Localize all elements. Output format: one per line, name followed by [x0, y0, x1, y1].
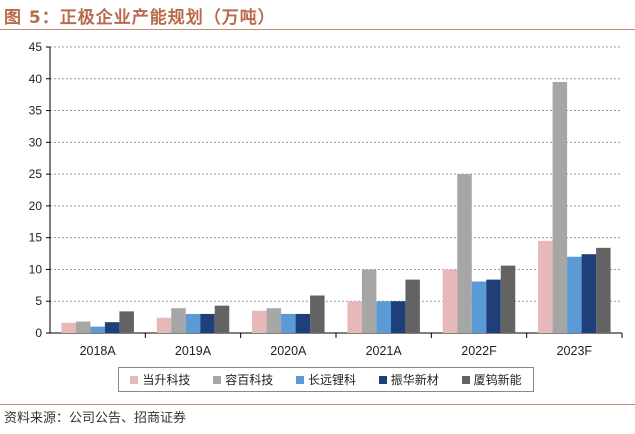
bar-振华新材-2022F	[486, 279, 501, 333]
legend-item: 厦钨新能	[461, 371, 522, 388]
legend-label: 长远锂科	[307, 373, 356, 387]
legend-item: 振华新材	[378, 371, 439, 388]
bar-长远锂科-2023F	[567, 256, 582, 333]
legend-label: 当升科技	[142, 373, 191, 387]
x-tick-label: 2023F	[557, 344, 593, 358]
bar-容百科技-2023F	[552, 81, 568, 333]
legend: 当升科技 容百科技 长远锂科 振华新材 厦钨新能	[118, 367, 534, 392]
bar-容百科技-2020A	[266, 308, 282, 333]
bar-厦钨新能-2018A	[119, 311, 134, 333]
bar-当升科技-2019A	[156, 317, 172, 333]
bar-容百科技-2021A	[361, 269, 377, 333]
bar-振华新材-2018A	[104, 322, 120, 333]
legend-label: 厦钨新能	[473, 373, 522, 387]
bar-当升科技-2022F	[442, 269, 458, 333]
y-tick-label: 0	[35, 326, 42, 340]
bar-容百科技-2018A	[75, 321, 91, 333]
legend-swatch	[461, 375, 470, 384]
legend-label: 容百科技	[225, 373, 274, 387]
x-tick-label: 2020A	[270, 344, 307, 358]
bar-当升科技-2020A	[252, 310, 267, 333]
y-tick-label: 20	[29, 199, 43, 213]
bar-厦钨新能-2019A	[214, 305, 230, 333]
legend-swatch	[295, 375, 304, 384]
bar-厦钨新能-2020A	[310, 295, 325, 333]
y-tick-label: 15	[29, 231, 43, 245]
bar-振华新材-2019A	[200, 313, 215, 333]
bar-振华新材-2023F	[581, 254, 597, 333]
bar-容百科技-2022F	[457, 174, 472, 333]
legend-item: 长远锂科	[295, 371, 356, 388]
bar-厦钨新能-2022F	[500, 265, 516, 333]
x-tick-label: 2021A	[366, 344, 403, 358]
bar-长远锂科-2022F	[471, 281, 487, 333]
x-tick-label: 2018A	[80, 344, 117, 358]
legend-label: 振华新材	[390, 373, 439, 387]
bar-当升科技-2021A	[347, 301, 362, 333]
bar-长远锂科-2018A	[90, 326, 105, 333]
y-tick-label: 5	[35, 294, 42, 308]
bar-长远锂科-2020A	[281, 313, 296, 333]
y-tick-label: 10	[29, 262, 43, 276]
legend-swatch	[378, 375, 387, 384]
legend-swatch	[213, 375, 222, 384]
chart-title: 图 5：正极企业产能规划（万吨）	[4, 8, 276, 28]
legend-item: 当升科技	[130, 371, 190, 388]
x-tick-label: 2019A	[175, 344, 212, 358]
y-tick-label: 35	[29, 104, 43, 118]
bar-厦钨新能-2023F	[596, 247, 611, 333]
bar-振华新材-2021A	[390, 301, 406, 333]
y-tick-label: 45	[29, 40, 43, 54]
title-divider	[0, 29, 635, 30]
bar-长远锂科-2021A	[376, 301, 391, 333]
bar-当升科技-2018A	[61, 322, 76, 333]
y-tick-label: 30	[29, 135, 43, 149]
bar-长远锂科-2019A	[185, 313, 201, 333]
bar-厦钨新能-2021A	[405, 279, 420, 333]
legend-swatch	[130, 375, 139, 384]
bar-当升科技-2023F	[538, 240, 553, 333]
source-note: 资料来源：公司公告、招商证券	[4, 411, 187, 426]
bar-chart: 0 5 10 15 20 25 30 35 40 45 2018A 2019A 2020A 2021A 20…	[29, 40, 623, 358]
source-divider	[0, 404, 635, 405]
x-tick-label: 2022F	[461, 344, 497, 358]
bar-振华新材-2020A	[295, 313, 311, 333]
legend-item: 容百科技	[213, 371, 273, 388]
y-tick-label: 25	[29, 167, 43, 181]
y-tick-label: 40	[29, 72, 43, 86]
bar-容百科技-2019A	[171, 308, 186, 333]
